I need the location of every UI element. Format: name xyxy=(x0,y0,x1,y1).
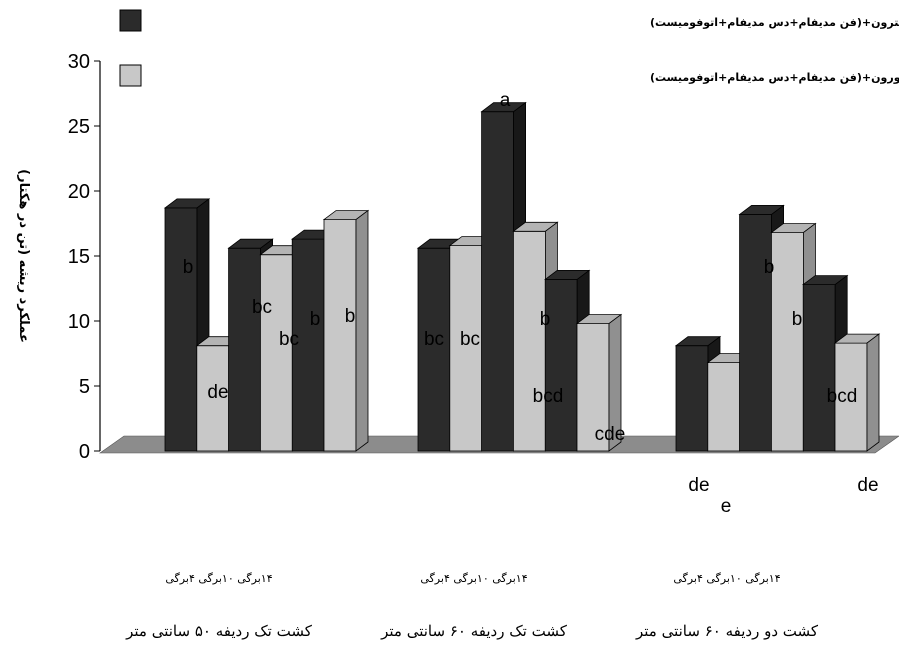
bar-2-3 xyxy=(481,111,515,452)
bar-significance-label: de xyxy=(207,382,228,403)
bar-1-2 xyxy=(196,345,230,452)
y-tick-label: 10 xyxy=(68,311,90,333)
group-label: کشت تک ردیفه ۵۰ سانتی متر xyxy=(125,622,313,640)
y-tick-label: 30 xyxy=(68,51,90,73)
legend-swatch xyxy=(119,64,142,87)
bar-significance-label: bc xyxy=(460,329,480,350)
bar-significance-label: b xyxy=(540,309,551,330)
bar-significance-label: bc xyxy=(252,297,272,318)
bar-significance-label: b xyxy=(764,257,775,278)
bar-significance-label: e xyxy=(721,496,732,517)
bar-significance-label: bc xyxy=(424,329,444,350)
bar-side-face xyxy=(866,333,880,452)
bar-1-1 xyxy=(164,207,198,452)
bar-2-5 xyxy=(544,278,578,452)
bar-significance-label: bcd xyxy=(533,386,564,407)
bar-1-4 xyxy=(259,254,293,452)
bar-side-face xyxy=(608,313,622,452)
group-sublabels: ۱۴برگی ۱۰برگی ۴برگی xyxy=(420,572,527,585)
bar-significance-label: b xyxy=(310,309,321,330)
bar-significance-label: b xyxy=(345,306,356,327)
group-label: کشت تک ردیفه ۶۰ سانتی متر xyxy=(380,622,568,640)
bar-significance-label: b xyxy=(792,309,803,330)
y-tick-label: 0 xyxy=(79,441,90,463)
legend-swatch xyxy=(119,9,142,32)
legend-entry: تری فلوسولفورون+(فن مدیفام+دس مدیفام+اتو… xyxy=(650,71,899,84)
y-tick-label: 20 xyxy=(68,181,90,203)
bar-side-face xyxy=(355,209,369,452)
bar-3-1 xyxy=(675,345,709,452)
bar-significance-label: a xyxy=(500,90,511,111)
legend-entry: متامیترون+(فن مدیفام+دس مدیفام+اتوفومیست… xyxy=(650,16,899,29)
bar-significance-label: bc xyxy=(279,329,299,350)
y-tick-label: 15 xyxy=(68,246,90,268)
bar-3-2 xyxy=(707,362,741,452)
bar-significance-label: cde xyxy=(595,424,626,445)
bar-significance-label: bcd xyxy=(827,386,858,407)
bar-1-3 xyxy=(228,247,262,452)
y-tick-label: 25 xyxy=(68,116,90,138)
bar-2-1 xyxy=(417,247,451,452)
y-axis-title: عملکرد ریشه (تن در هکتار) xyxy=(16,169,31,343)
bar-1-6 xyxy=(323,219,357,452)
bar-1-5 xyxy=(291,238,325,452)
bar-significance-label: b xyxy=(183,257,194,278)
bar-3-4 xyxy=(771,232,804,452)
group-sublabels: ۱۴برگی ۱۰برگی ۴برگی xyxy=(165,572,272,585)
bar-2-2 xyxy=(449,245,483,452)
group-label: کشت دو ردیفه ۶۰ سانتی متر xyxy=(635,622,819,640)
group-sublabels: ۱۴برگی ۱۰برگی ۴برگی xyxy=(673,572,780,585)
bar-3-3 xyxy=(739,213,772,452)
y-tick-label: 5 xyxy=(79,376,90,398)
bar-significance-label: de xyxy=(857,475,878,496)
bar-2-4 xyxy=(513,230,546,452)
bar-significance-label: de xyxy=(688,475,709,496)
bar-3-5 xyxy=(802,284,836,452)
